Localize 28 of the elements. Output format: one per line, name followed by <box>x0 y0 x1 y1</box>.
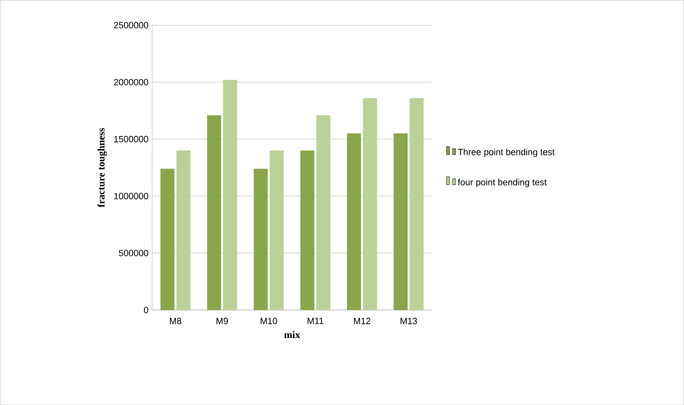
bar <box>300 150 314 310</box>
bar <box>254 168 268 310</box>
x-tick-label: M13 <box>400 318 417 324</box>
bar <box>270 150 284 310</box>
x-tick-label: M10 <box>260 318 278 324</box>
legend-label: Three point bending test <box>458 148 555 157</box>
x-tick-label: M8 <box>170 318 182 324</box>
bar <box>176 150 190 310</box>
y-tick-label: 0 <box>144 306 148 314</box>
x-tick-label: M11 <box>308 318 324 324</box>
x-tick-label: M9 <box>216 318 228 324</box>
y-tick-label: 2500000 <box>114 22 148 28</box>
bar <box>410 98 424 310</box>
bar <box>394 133 408 310</box>
y-tick-label: 1000000 <box>114 192 148 200</box>
y-tick-label: 500000 <box>118 250 148 256</box>
y-tick-label: 2000000 <box>114 78 148 86</box>
y-axis-title: fracture toughness <box>97 128 107 208</box>
bar <box>223 80 238 310</box>
y-tick-label: 1500000 <box>114 136 148 142</box>
bar <box>316 115 330 310</box>
legend-label: four point bending test <box>458 178 547 188</box>
x-tick-label: M12 <box>354 318 370 324</box>
bar <box>347 133 361 310</box>
bar <box>207 115 222 310</box>
x-axis-title: mix <box>284 330 300 338</box>
bar <box>362 98 377 310</box>
bar <box>160 168 174 310</box>
